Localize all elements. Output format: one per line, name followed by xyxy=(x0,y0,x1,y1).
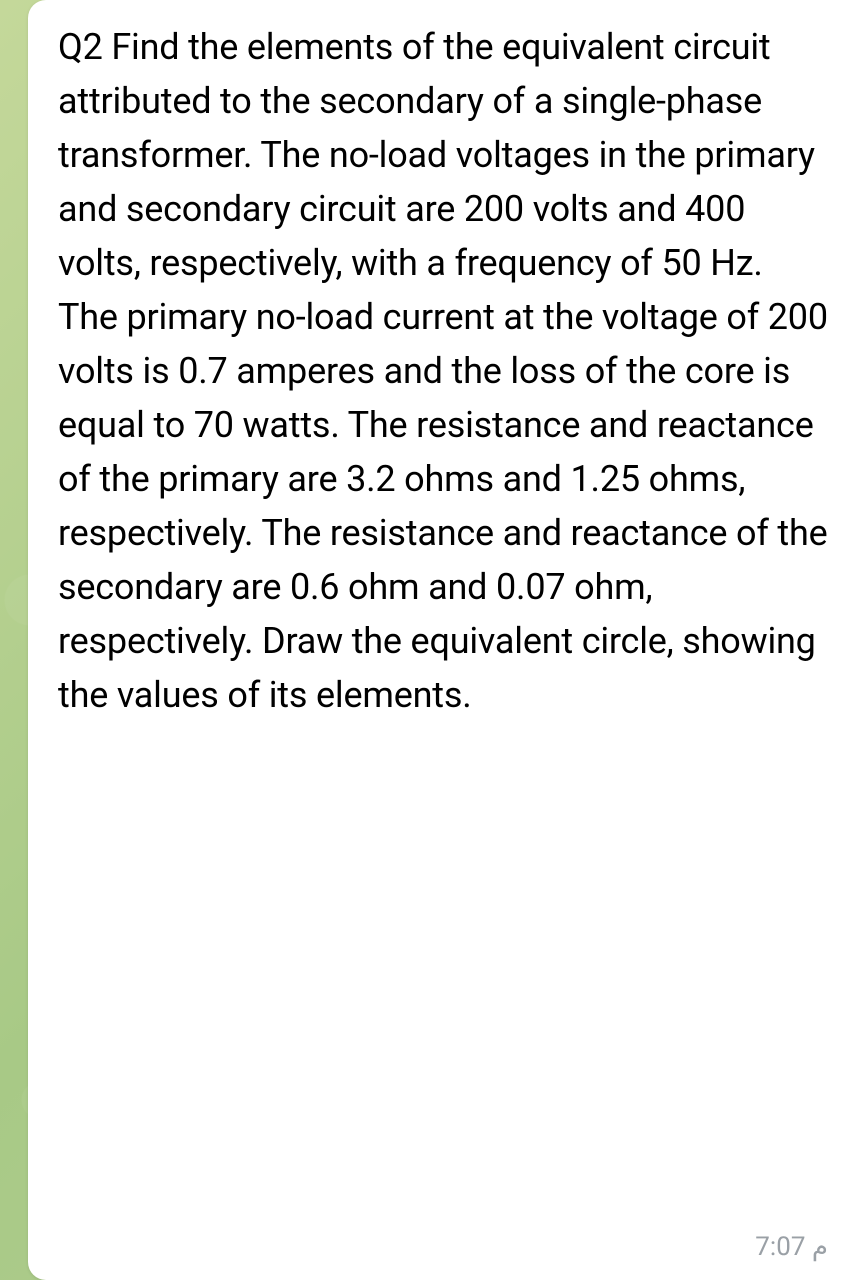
message-text: Q2 Find the elements of the equivalent c… xyxy=(58,20,832,722)
timestamp-suffix: م xyxy=(812,1232,828,1262)
message-bubble[interactable]: Q2 Find the elements of the equivalent c… xyxy=(28,0,858,1280)
timestamp-time: 7:07 xyxy=(755,1232,805,1262)
message-timestamp: م 7:07 xyxy=(755,1232,828,1262)
